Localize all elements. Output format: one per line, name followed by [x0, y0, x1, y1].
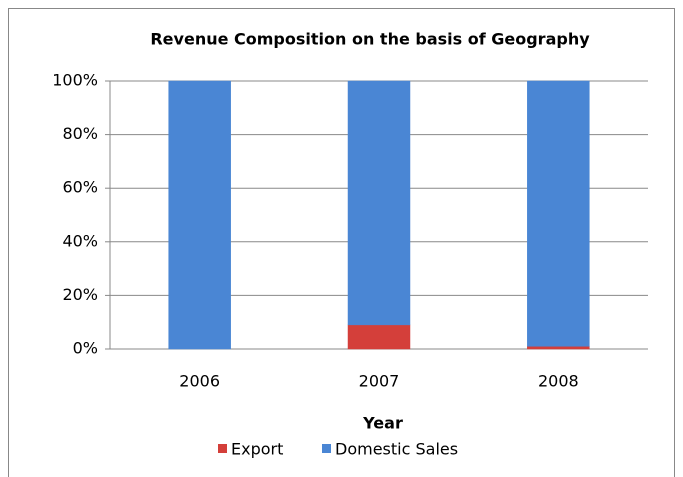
legend-swatch	[322, 444, 331, 453]
x-tick-label: 2006	[179, 372, 220, 391]
y-tick-label: 40%	[62, 231, 98, 250]
y-tick-label: 100%	[52, 71, 98, 90]
y-tick-label: 60%	[62, 178, 98, 197]
y-tick-label: 0%	[73, 339, 98, 358]
x-tick-label: 2007	[359, 372, 400, 391]
bar-segment	[527, 346, 590, 350]
bar-segment	[168, 80, 231, 350]
bar-segment	[347, 80, 411, 326]
bar-segment	[527, 80, 590, 347]
legend-swatch	[218, 444, 227, 453]
chart-title: Revenue Composition on the basis of Geog…	[150, 30, 590, 49]
y-tick-label: 20%	[62, 285, 98, 304]
x-tick-label: 2008	[538, 372, 579, 391]
y-tick-label: 80%	[62, 124, 98, 143]
legend-label: Domestic Sales	[335, 440, 458, 459]
bar-segment	[347, 324, 411, 350]
legend-label: Export	[231, 440, 283, 459]
x-axis-title: Year	[362, 414, 403, 433]
